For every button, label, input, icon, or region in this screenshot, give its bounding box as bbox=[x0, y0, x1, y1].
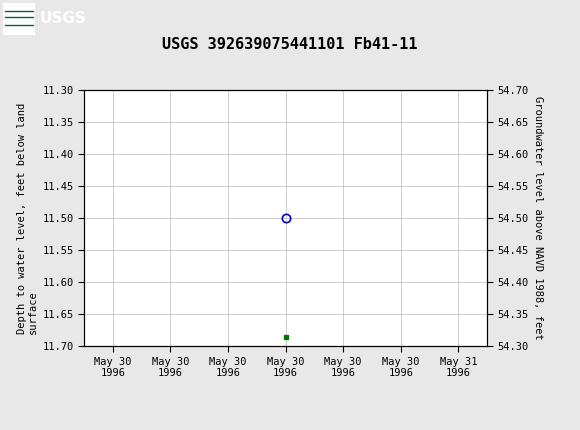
Bar bbox=[3, 3, 35, 35]
Text: USGS: USGS bbox=[39, 12, 86, 26]
Text: USGS 392639075441101 Fb41-11: USGS 392639075441101 Fb41-11 bbox=[162, 37, 418, 52]
Y-axis label: Groundwater level above NAVD 1988, feet: Groundwater level above NAVD 1988, feet bbox=[533, 96, 543, 340]
Y-axis label: Depth to water level, feet below land
surface: Depth to water level, feet below land su… bbox=[17, 103, 38, 334]
